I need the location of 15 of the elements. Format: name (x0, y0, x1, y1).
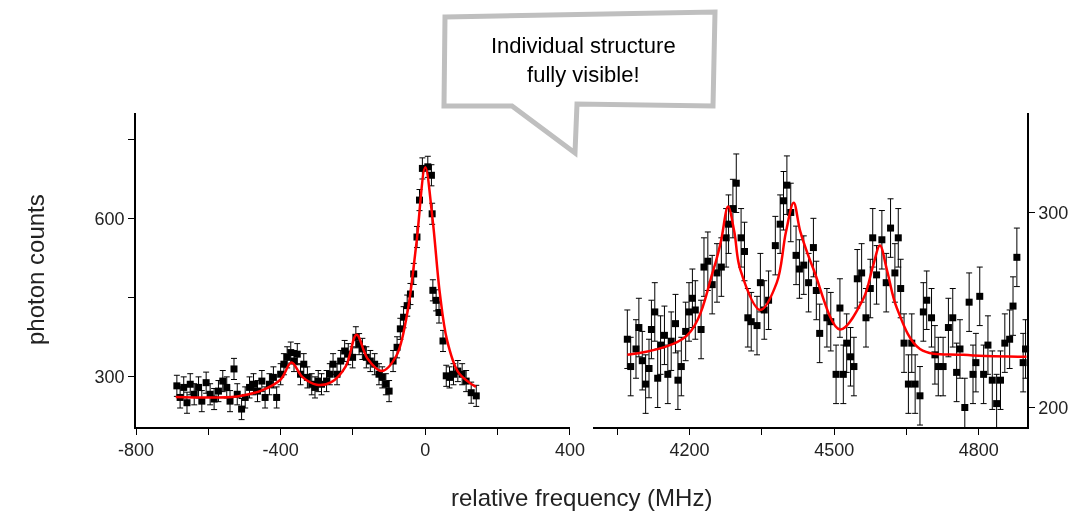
y-tick-label: 200 (1038, 397, 1069, 418)
x-tick-label: -400 (262, 440, 299, 461)
x-tick-label: -800 (117, 440, 155, 461)
y-axis-title: photon counts (22, 194, 49, 345)
y-tick-label: 600 (94, 208, 125, 229)
x-tick-label: 4200 (669, 440, 710, 461)
x-tick-label: 4500 (814, 440, 855, 461)
x-tick-label: 400 (554, 440, 585, 461)
y-tick-label: 300 (1038, 202, 1069, 223)
y-tick-label: 300 (94, 367, 125, 388)
text: Individual structure fully visible! (491, 33, 676, 87)
x-tick-label: 0 (420, 440, 431, 461)
line-series (626, 201, 1027, 359)
x-tick-label: 4800 (958, 440, 999, 461)
x-axis-title: relative frequency (MHz) (451, 484, 713, 511)
